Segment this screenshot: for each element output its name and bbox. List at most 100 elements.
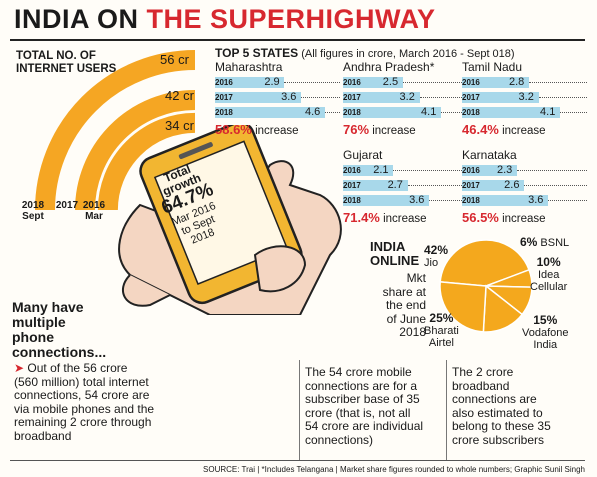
finger-shape: [253, 245, 307, 293]
bar-value: 3.6: [409, 194, 425, 206]
bar-row: 2016 2.5: [343, 76, 468, 89]
phone-hand-illustration: [118, 125, 342, 315]
bar-row: 2018 3.6: [343, 194, 468, 207]
year-label: 2018: [215, 108, 233, 117]
para-broadband: The 2 crore broadband connections are also…: [452, 365, 551, 447]
bar: [343, 77, 403, 88]
bar-row: 2018 4.6: [215, 106, 340, 119]
year-label: 2018: [343, 108, 361, 117]
arc-2017: [75, 90, 196, 211]
bar-value: 2.8: [508, 76, 525, 88]
year-2016: 2016 Mar: [82, 200, 106, 222]
bar: [462, 180, 525, 191]
year-label: 2016: [343, 166, 361, 175]
bar-value: 2.5: [382, 76, 399, 88]
increase-label: 71.4% increase: [343, 210, 427, 225]
year-2017: 2017: [55, 200, 79, 211]
para-total: ➤ Out of the 56 crore (560 million) tota…: [14, 361, 155, 443]
divider-2: [446, 360, 447, 460]
bar: [462, 165, 517, 176]
year-2018: 2018 Sept: [21, 200, 45, 222]
bar-value: 3.6: [528, 194, 544, 206]
state-name: Karnataka: [462, 148, 517, 162]
bar: [343, 180, 408, 191]
pie-slice-jio: [439, 239, 531, 287]
bar-row: 2016 2.8: [462, 76, 587, 89]
year-label: 2016: [215, 78, 233, 87]
increase-label: 76% increase: [343, 122, 416, 137]
pie-label-airtel: 25% Bharati Airtel: [424, 311, 459, 349]
value-42cr: 42 cr: [165, 88, 194, 103]
divider-1: [299, 360, 300, 460]
dotted-guide: [419, 97, 468, 98]
bar-value: 3.2: [518, 91, 534, 103]
mkt-share-caption: Mkt share at the end of June 2018: [382, 271, 426, 339]
state-name: Andhra Pradesh*: [343, 60, 435, 74]
arc-2016-mar: [97, 112, 196, 211]
dotted-guide: [393, 170, 468, 171]
year-label: 2018: [343, 196, 361, 205]
pie-label-jio: 42% Jio: [424, 243, 449, 269]
pie-label-idea: 10% Idea Cellular: [530, 255, 568, 293]
state-name: Gujarat: [343, 148, 383, 162]
year-label: 2017: [343, 93, 361, 102]
dotted-guide: [325, 112, 340, 113]
page-title: INDIA ON THE SUPERHIGHWAY: [14, 4, 436, 34]
pie-label-bsnl: 6% BSNL: [520, 235, 570, 249]
bar: [462, 195, 549, 206]
dotted-guide: [284, 82, 340, 83]
dotted-guide: [548, 200, 587, 201]
source-rule: [10, 460, 585, 461]
dotted-guide: [517, 170, 587, 171]
year-label: 2017: [462, 181, 480, 190]
increase-label: 46.4% increase: [462, 122, 546, 137]
year-label: 2017: [343, 181, 361, 190]
bar-value: 4.6: [305, 106, 321, 118]
increase-label: 56.5% increase: [462, 210, 546, 225]
india-online-title: INDIA ONLINE: [370, 239, 420, 268]
bar: [462, 92, 539, 103]
bar-row: 2017 3.2: [343, 91, 468, 104]
para-mobile: The 54 crore mobile connections are for a…: [305, 365, 424, 447]
dotted-guide: [560, 112, 587, 113]
year-label: 2018: [462, 108, 480, 117]
dotted-guide: [524, 185, 587, 186]
bar: [462, 77, 529, 88]
bar-row: 2018 3.6: [462, 194, 587, 207]
state-name: Maharashtra: [215, 60, 283, 74]
bar-row: 2016 2.9: [215, 76, 340, 89]
dotted-guide: [407, 185, 468, 186]
bar-row: 2018 4.1: [343, 106, 468, 119]
bar-value: 2.3: [497, 164, 513, 176]
bar-value: 4.1: [540, 106, 556, 118]
bar-value: 4.1: [421, 106, 437, 118]
value-34cr: 34 cr: [165, 118, 194, 133]
year-label: 2017: [462, 93, 480, 102]
arc-2018-sept: [35, 50, 196, 211]
year-label: 2018: [462, 196, 480, 205]
bar-value: 2.9: [264, 76, 280, 88]
thumb-shape: [121, 274, 171, 307]
source-note: SOURCE: Trai | *Includes Telangana | Mar…: [203, 465, 585, 474]
bar-row: 2017 2.6: [462, 179, 587, 192]
bar-row: 2017 3.6: [215, 91, 340, 104]
year-label: 2016: [462, 166, 480, 175]
year-label: 2016: [462, 78, 480, 87]
internet-users-label: TOTAL NO. OF INTERNET USERS: [16, 50, 117, 75]
increase-label: 58.6% increase: [215, 122, 299, 137]
market-share-pie: [439, 239, 533, 333]
bar-value: 2.6: [504, 179, 520, 191]
year-label: 2017: [215, 93, 233, 102]
bar: [215, 77, 285, 88]
pie-label-vodafone: 15% Vodafone India: [522, 313, 569, 351]
bar-value: 3.2: [399, 91, 415, 103]
dotted-guide: [538, 97, 587, 98]
bar-row: 2017 3.2: [462, 91, 587, 104]
title-rule: [10, 39, 585, 41]
dotted-guide: [429, 200, 468, 201]
pie-slice-bharati-airtel: [439, 281, 487, 333]
internet-users-arc-chart: [35, 50, 196, 211]
bar-row: 2016 2.1: [343, 164, 468, 177]
bar-value: 2.7: [387, 179, 403, 191]
arrow-icon: ➤: [14, 361, 25, 375]
